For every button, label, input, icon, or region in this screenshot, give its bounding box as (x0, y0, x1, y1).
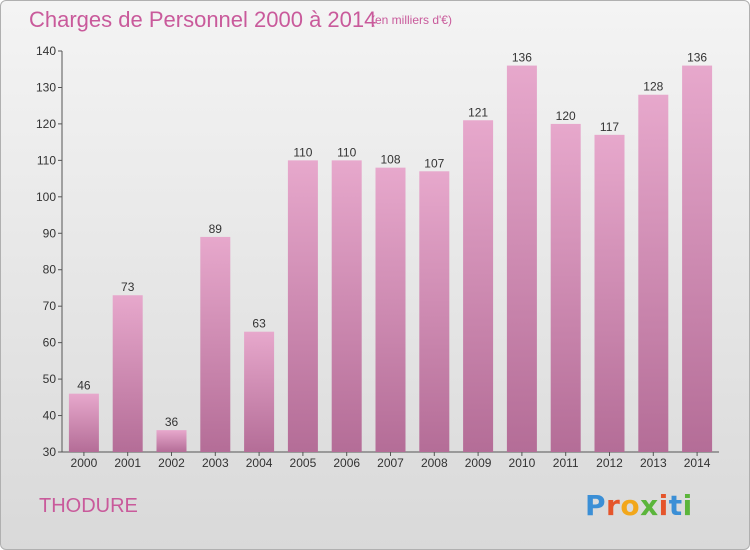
y-tick-label: 120 (36, 117, 56, 131)
logo-letter: r (606, 489, 621, 522)
y-tick-label: 70 (43, 299, 57, 313)
x-tick-label: 2001 (114, 456, 141, 470)
x-tick-label: 2014 (684, 456, 711, 470)
bar (68, 393, 99, 452)
bar (419, 171, 450, 453)
proxiti-logo: Proxiti (585, 489, 693, 522)
logo-letter: i (682, 489, 693, 522)
bar-value-label: 46 (77, 379, 91, 393)
y-tick-label: 60 (43, 336, 57, 350)
y-tick-label: 40 (43, 409, 57, 423)
bar-value-label: 121 (468, 105, 488, 119)
logo-letter: x (640, 489, 659, 522)
x-tick-label: 2011 (553, 456, 579, 470)
y-tick-label: 30 (43, 445, 57, 459)
logo-letter: t (668, 489, 683, 522)
bar-value-label: 128 (643, 80, 663, 94)
bar (287, 160, 318, 452)
bar (506, 65, 537, 452)
logo-letter: o (620, 489, 641, 522)
x-tick-label: 2007 (377, 456, 404, 470)
x-tick-label: 2008 (421, 456, 448, 470)
bar (594, 134, 625, 452)
logo-letter: i (658, 489, 669, 522)
bar-value-label: 120 (556, 109, 576, 123)
bar-value-label: 63 (252, 317, 266, 331)
y-tick-label: 80 (43, 263, 57, 277)
bar (244, 331, 275, 452)
y-tick-label: 130 (36, 80, 56, 94)
bar (638, 94, 669, 452)
bar (550, 123, 581, 452)
commune-name: THODURE (39, 495, 138, 517)
bar-value-label: 117 (600, 120, 619, 134)
bar (200, 236, 231, 452)
y-tick-label: 90 (43, 226, 57, 240)
chart-title: Charges de Personnel 2000 à 2014 (29, 7, 377, 32)
bar (112, 295, 143, 452)
x-tick-label: 2003 (202, 456, 229, 470)
bar (463, 120, 494, 452)
bar (682, 65, 713, 452)
logo-letter: P (585, 489, 607, 522)
x-tick-label: 2009 (465, 456, 492, 470)
x-tick-label: 2012 (596, 456, 623, 470)
bar-value-label: 136 (512, 51, 532, 65)
y-tick-label: 100 (36, 190, 56, 204)
bar-value-label: 73 (121, 280, 135, 294)
x-tick-label: 2004 (246, 456, 273, 470)
chart-unit: (en milliers d'€) (371, 13, 452, 27)
bar-value-label: 110 (293, 145, 312, 159)
y-tick-label: 50 (43, 372, 57, 386)
x-tick-label: 2005 (290, 456, 317, 470)
x-tick-label: 2006 (333, 456, 360, 470)
bar (156, 430, 187, 452)
x-tick-label: 2010 (509, 456, 536, 470)
bar-value-label: 110 (337, 145, 356, 159)
bar-value-label: 136 (687, 51, 707, 65)
bar (331, 160, 362, 452)
x-tick-label: 2002 (158, 456, 185, 470)
y-tick-label: 140 (36, 44, 56, 58)
bar-value-label: 107 (424, 156, 444, 170)
x-tick-label: 2000 (71, 456, 98, 470)
x-tick-label: 2013 (640, 456, 667, 470)
bar-value-label: 36 (165, 415, 179, 429)
y-tick-label: 110 (37, 153, 56, 167)
bar (375, 167, 406, 452)
bar-value-label: 108 (380, 153, 400, 167)
bar-value-label: 89 (209, 222, 223, 236)
